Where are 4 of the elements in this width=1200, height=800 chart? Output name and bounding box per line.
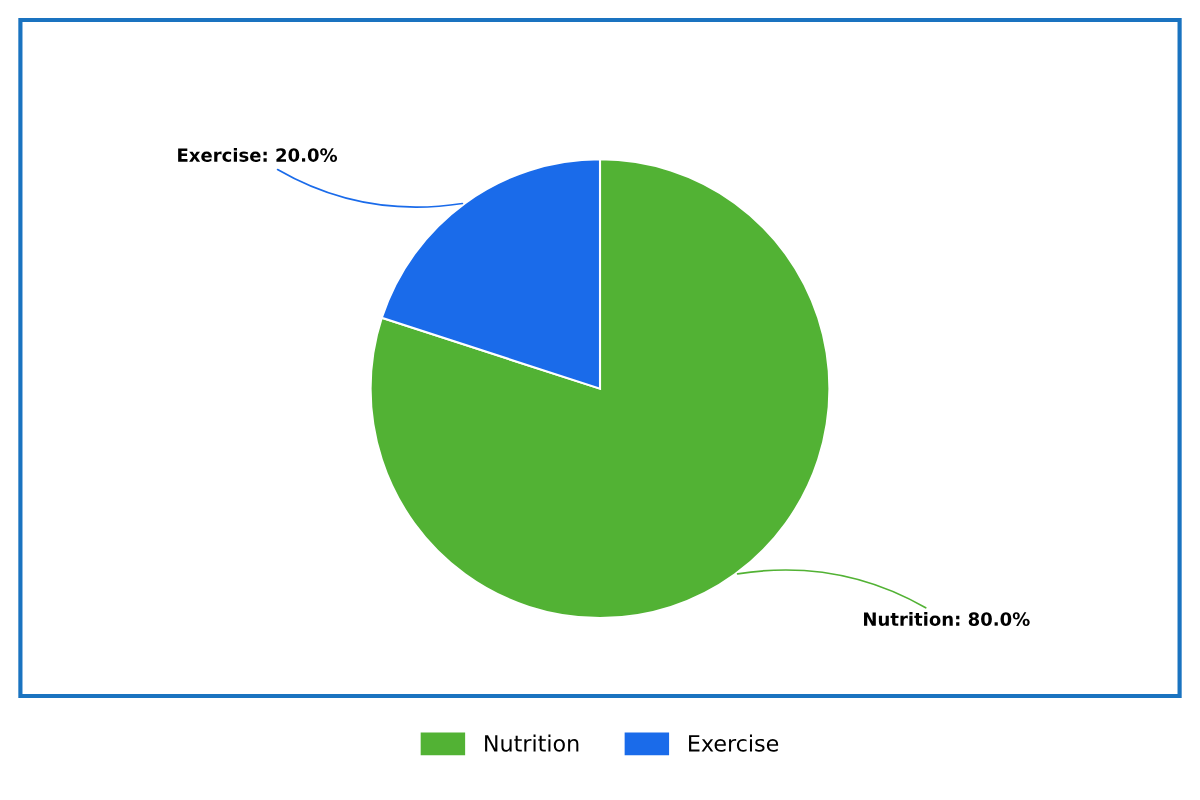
legend-label: Exercise (689, 734, 779, 752)
data-label: Nutrition: 80.0% (864, 611, 1030, 626)
data-label: Exercise: 20.0% (178, 147, 338, 162)
legend-label: Nutrition (485, 734, 579, 752)
